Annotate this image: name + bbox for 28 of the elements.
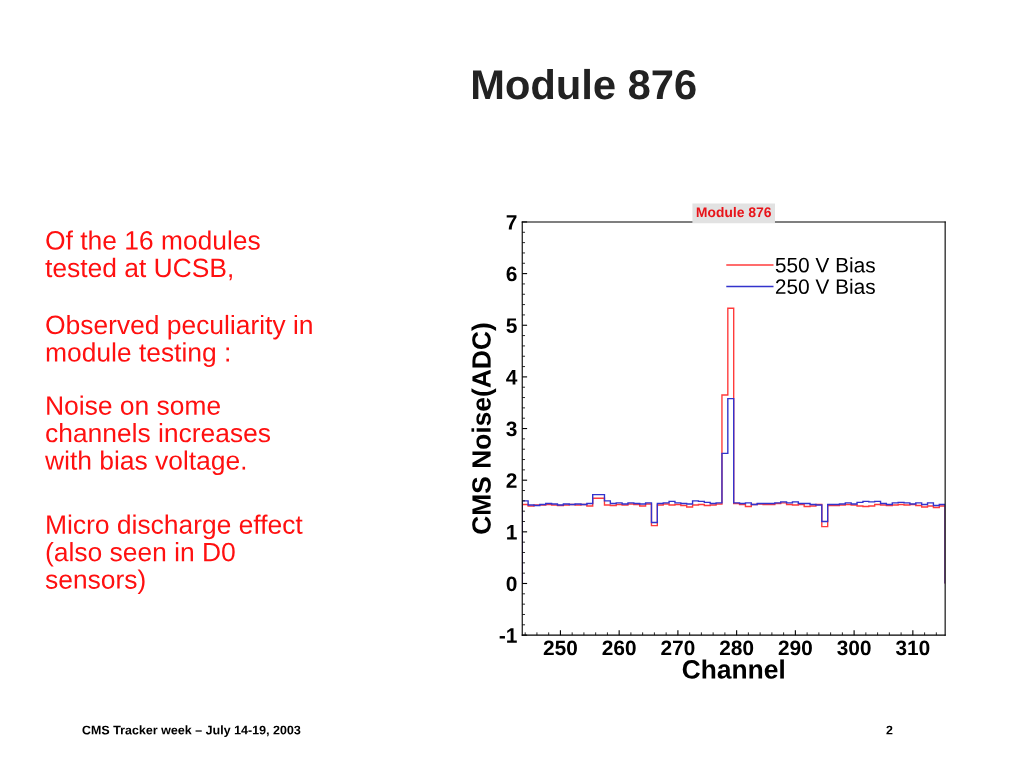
x-tick-label: 310	[895, 640, 930, 656]
x-tick-label: 280	[719, 640, 754, 656]
x-axis-title: Channel	[682, 659, 784, 679]
x-tick-label: 250	[543, 640, 577, 656]
text: Noise on some channels increases with bias voltage.	[45, 395, 271, 476]
y-tick-label: 0	[506, 576, 517, 592]
y-tick-label: 3	[506, 421, 517, 437]
legend-label: 550 V Bias	[775, 257, 875, 273]
text: Observed peculiarity in module testing :	[46, 314, 312, 367]
y-tick-label: 2	[506, 473, 517, 488]
text: Micro discharge effect (also seen in D0 sensors)	[45, 514, 303, 595]
chart-subtitle: Module 876	[696, 206, 772, 218]
legend-label: 250 V Bias	[775, 278, 875, 295]
y-axis-title: CMS Noise(ADC)	[471, 323, 497, 534]
text: 2	[886, 725, 893, 735]
text: CMS Tracker week – July 14-19, 2003	[82, 725, 301, 737]
y-tick-label: 5	[506, 318, 517, 333]
chart-title: Module 876	[473, 68, 696, 100]
x-tick-label: 270	[661, 640, 695, 656]
x-tick-label: 300	[837, 640, 871, 656]
y-tick-label: 7	[506, 215, 517, 230]
x-tick-label: 260	[602, 640, 636, 656]
x-tick-label: 290	[778, 640, 812, 656]
y-tick-label: 6	[506, 266, 517, 282]
y-tick-label: -1	[499, 628, 517, 643]
text: Of the 16 modules tested at UCSB,	[45, 230, 260, 281]
y-tick-label: 1	[507, 525, 517, 540]
y-tick-label: 4	[506, 370, 518, 385]
